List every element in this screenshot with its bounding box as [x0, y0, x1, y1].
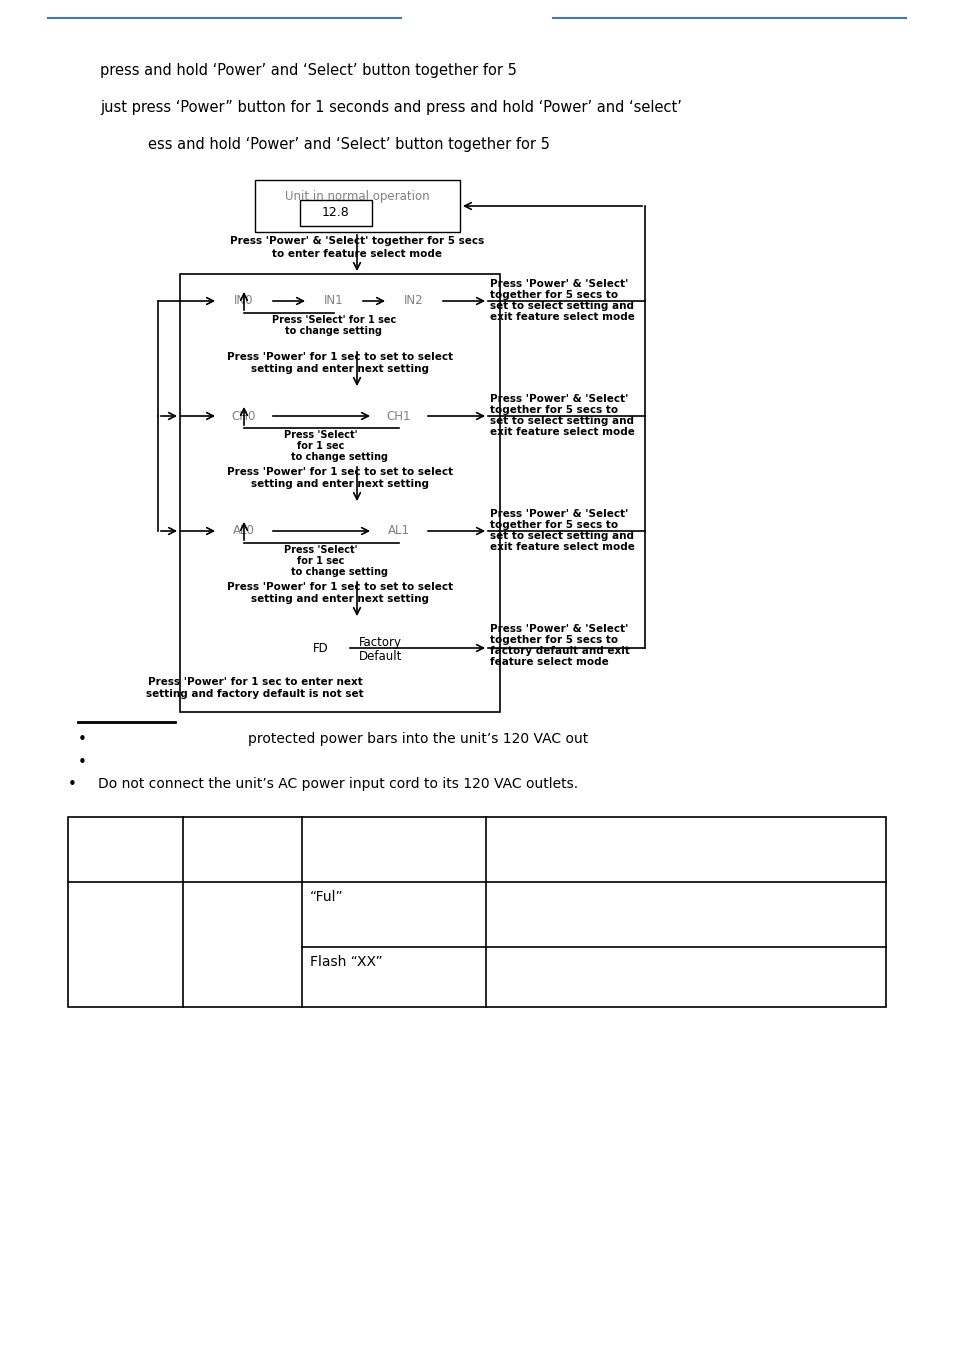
Bar [200, 621, 479, 674]
Text: •: • [78, 733, 87, 747]
Text: set to select setting and: set to select setting and [490, 416, 634, 427]
Text: set to select setting and: set to select setting and [490, 531, 634, 542]
Text: together for 5 secs to: together for 5 secs to [490, 405, 618, 414]
Text: Default: Default [358, 650, 402, 663]
Text: “Ful”: “Ful” [310, 890, 343, 904]
Text: Press 'Select': Press 'Select' [284, 431, 357, 440]
Text: AL0: AL0 [233, 524, 254, 538]
Text: AL1: AL1 [388, 524, 410, 538]
Text: for 1 sec: for 1 sec [297, 441, 344, 451]
Text: IN1: IN1 [324, 295, 343, 307]
Bar [200, 278, 479, 349]
Text: feature select mode: feature select mode [490, 657, 608, 668]
Text: CH1: CH1 [386, 409, 411, 422]
Text: Unit in normal operation: Unit in normal operation [284, 190, 429, 203]
Bar [68, 816, 885, 1007]
Text: Do not connect the unit’s AC power input cord to its 120 VAC outlets.: Do not connect the unit’s AC power input… [98, 777, 578, 791]
Text: just press ‘Power” button for 1 seconds and press and hold ‘Power’ and ‘select’: just press ‘Power” button for 1 seconds … [100, 100, 681, 115]
Bar [373, 403, 424, 428]
Bar [299, 200, 372, 226]
Text: Flash “XX”: Flash “XX” [310, 955, 382, 969]
Bar [373, 519, 424, 543]
Text: Press 'Select': Press 'Select' [284, 546, 357, 555]
Bar [180, 274, 499, 712]
Text: press and hold ‘Power’ and ‘Select’ button together for 5: press and hold ‘Power’ and ‘Select’ butt… [100, 64, 517, 79]
Text: Press 'Power' for 1 sec to enter next: Press 'Power' for 1 sec to enter next [148, 677, 362, 686]
Bar [294, 636, 347, 659]
Text: IN2: IN2 [404, 295, 423, 307]
Text: 12.8: 12.8 [322, 207, 350, 219]
Bar [388, 288, 439, 313]
Text: together for 5 secs to: together for 5 secs to [490, 290, 618, 301]
Text: Press 'Power' for 1 sec to set to select: Press 'Power' for 1 sec to set to select [227, 467, 453, 477]
Text: Press 'Select' for 1 sec: Press 'Select' for 1 sec [272, 315, 395, 325]
Bar [218, 519, 270, 543]
Text: factory default and exit: factory default and exit [490, 646, 629, 655]
Text: exit feature select mode: exit feature select mode [490, 311, 634, 322]
Text: to change setting: to change setting [292, 567, 388, 577]
Text: Press 'Power' for 1 sec to set to select: Press 'Power' for 1 sec to set to select [227, 582, 453, 592]
Text: exit feature select mode: exit feature select mode [490, 427, 634, 437]
Text: to change setting: to change setting [292, 452, 388, 462]
Text: Press 'Power' & 'Select': Press 'Power' & 'Select' [490, 624, 628, 634]
Text: IN0: IN0 [234, 295, 253, 307]
Text: together for 5 secs to: together for 5 secs to [490, 520, 618, 529]
Text: ess and hold ‘Power’ and ‘Select’ button together for 5: ess and hold ‘Power’ and ‘Select’ button… [148, 137, 549, 152]
Text: setting and enter next setting: setting and enter next setting [251, 364, 429, 374]
Bar [218, 288, 270, 313]
Text: for 1 sec: for 1 sec [297, 556, 344, 566]
Text: Press 'Power' & 'Select' together for 5 secs: Press 'Power' & 'Select' together for 5 … [230, 236, 483, 246]
Text: protected power bars into the unit’s 120 VAC out: protected power bars into the unit’s 120… [248, 733, 588, 746]
Text: together for 5 secs to: together for 5 secs to [490, 635, 618, 645]
Text: Press 'Power' & 'Select': Press 'Power' & 'Select' [490, 509, 628, 519]
Text: setting and enter next setting: setting and enter next setting [251, 479, 429, 489]
Bar [308, 288, 359, 313]
Bar [200, 506, 479, 580]
Bar [218, 403, 270, 428]
Text: •: • [68, 777, 77, 792]
Text: exit feature select mode: exit feature select mode [490, 542, 634, 552]
Text: Press 'Power' & 'Select': Press 'Power' & 'Select' [490, 394, 628, 403]
Text: •: • [78, 756, 87, 770]
Text: Factory: Factory [358, 636, 401, 649]
Text: Press 'Power' for 1 sec to set to select: Press 'Power' for 1 sec to set to select [227, 352, 453, 362]
Text: CH0: CH0 [232, 409, 256, 422]
Text: FD: FD [313, 642, 329, 654]
Text: set to select setting and: set to select setting and [490, 301, 634, 311]
Text: setting and enter next setting: setting and enter next setting [251, 594, 429, 604]
Text: to enter feature select mode: to enter feature select mode [272, 249, 441, 259]
Text: Press 'Power' & 'Select': Press 'Power' & 'Select' [490, 279, 628, 288]
Text: setting and factory default is not set: setting and factory default is not set [146, 689, 363, 699]
Bar [200, 393, 479, 464]
Text: to change setting: to change setting [285, 326, 382, 336]
Bar [254, 180, 459, 232]
